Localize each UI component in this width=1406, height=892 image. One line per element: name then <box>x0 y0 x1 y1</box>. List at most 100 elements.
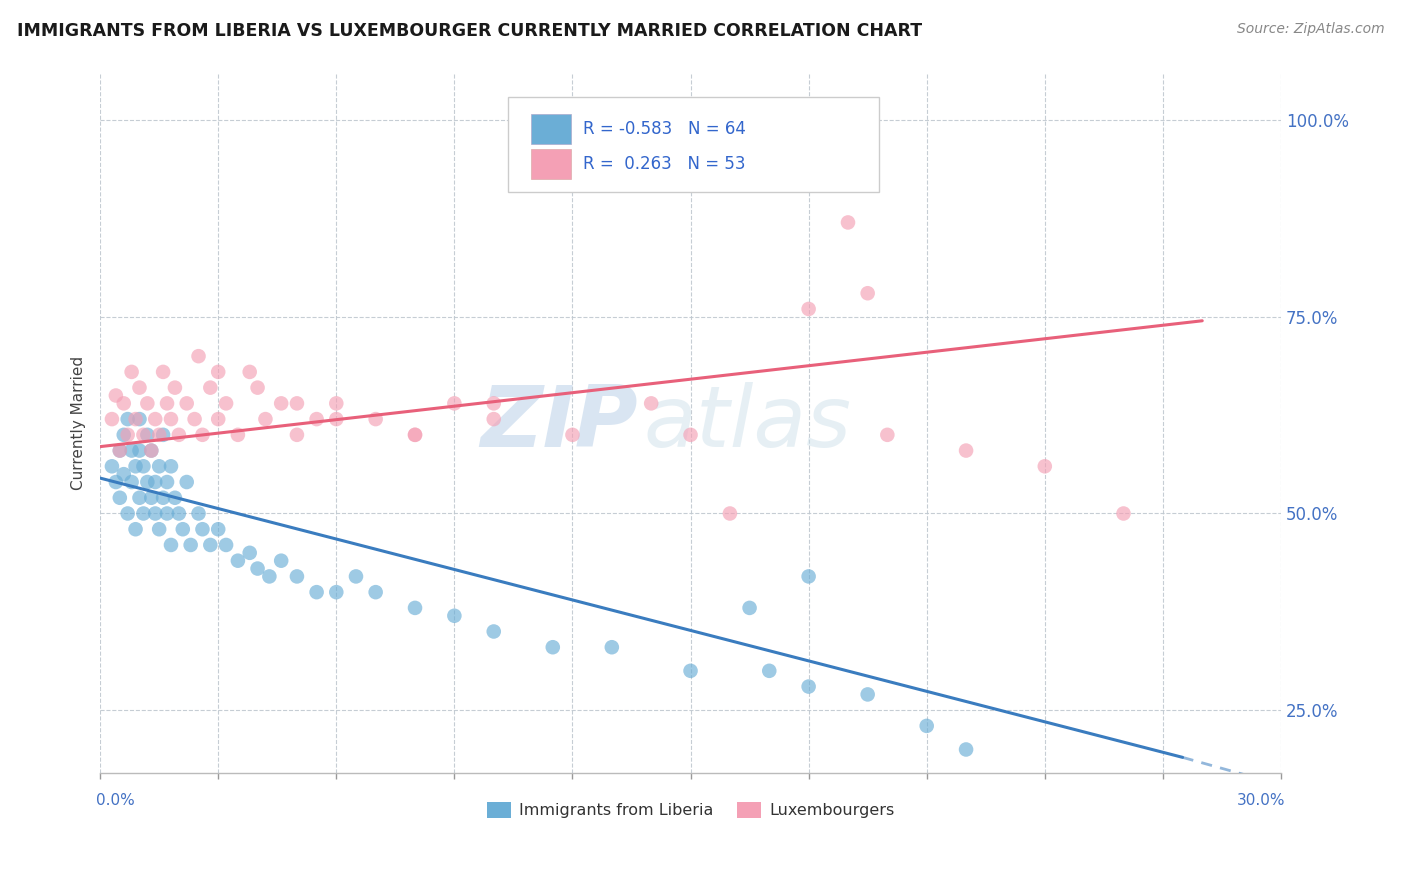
Text: 30.0%: 30.0% <box>1236 793 1285 808</box>
Point <box>152 365 174 379</box>
Point <box>200 538 222 552</box>
Point <box>443 396 465 410</box>
Point <box>117 412 139 426</box>
Point <box>141 491 163 505</box>
Point <box>404 600 426 615</box>
Text: R = -0.583   N = 64: R = -0.583 N = 64 <box>583 120 747 138</box>
Point <box>1112 507 1135 521</box>
Point <box>226 554 249 568</box>
Point <box>136 396 159 410</box>
Point <box>183 412 205 426</box>
Point <box>364 585 387 599</box>
Point <box>270 396 292 410</box>
Point <box>148 427 170 442</box>
Point <box>285 569 308 583</box>
Point <box>207 412 229 426</box>
Point <box>160 412 183 426</box>
Point <box>160 459 183 474</box>
Point <box>117 427 139 442</box>
Point <box>207 365 229 379</box>
Point <box>136 475 159 489</box>
Point <box>561 427 583 442</box>
Point <box>143 412 166 426</box>
Point <box>124 522 146 536</box>
Point <box>143 507 166 521</box>
Text: R =  0.263   N = 53: R = 0.263 N = 53 <box>583 155 745 173</box>
Point <box>325 396 347 410</box>
Point <box>305 412 328 426</box>
Point <box>108 443 131 458</box>
Point <box>325 412 347 426</box>
FancyBboxPatch shape <box>508 97 880 192</box>
Point <box>136 427 159 442</box>
Text: atlas: atlas <box>644 382 851 465</box>
Point <box>101 459 124 474</box>
Point <box>200 381 222 395</box>
Point <box>124 459 146 474</box>
Point <box>152 491 174 505</box>
Point <box>797 569 820 583</box>
Point <box>215 396 238 410</box>
Point <box>108 491 131 505</box>
Point <box>124 412 146 426</box>
Point <box>112 467 135 482</box>
FancyBboxPatch shape <box>531 149 571 179</box>
Point <box>738 600 761 615</box>
Point <box>156 475 179 489</box>
Point <box>758 664 780 678</box>
FancyBboxPatch shape <box>531 113 571 145</box>
Point <box>1033 459 1056 474</box>
Text: ZIP: ZIP <box>479 382 637 465</box>
Text: 0.0%: 0.0% <box>96 793 135 808</box>
Point <box>364 412 387 426</box>
Text: IMMIGRANTS FROM LIBERIA VS LUXEMBOURGER CURRENTLY MARRIED CORRELATION CHART: IMMIGRANTS FROM LIBERIA VS LUXEMBOURGER … <box>17 22 922 40</box>
Point <box>167 507 190 521</box>
Point <box>482 624 505 639</box>
Point <box>239 546 262 560</box>
Point <box>404 427 426 442</box>
Point <box>207 522 229 536</box>
Point <box>443 608 465 623</box>
Point <box>404 427 426 442</box>
Point <box>679 427 702 442</box>
Point <box>143 475 166 489</box>
Point <box>187 507 209 521</box>
Point <box>246 381 269 395</box>
Point <box>239 365 262 379</box>
Point <box>163 381 186 395</box>
Point <box>128 381 150 395</box>
Point <box>176 396 198 410</box>
Point <box>305 585 328 599</box>
Point <box>132 459 155 474</box>
Point <box>108 443 131 458</box>
Point <box>163 491 186 505</box>
Point <box>141 443 163 458</box>
Point <box>246 561 269 575</box>
Point <box>640 396 662 410</box>
Point <box>270 554 292 568</box>
Point <box>176 475 198 489</box>
Point <box>117 507 139 521</box>
Point <box>121 475 143 489</box>
Point <box>325 585 347 599</box>
Point <box>285 427 308 442</box>
Point <box>679 664 702 678</box>
Point <box>128 491 150 505</box>
Point <box>191 427 214 442</box>
Point <box>121 443 143 458</box>
Y-axis label: Currently Married: Currently Married <box>72 356 86 490</box>
Point <box>104 475 127 489</box>
Point <box>856 687 879 701</box>
Point <box>285 396 308 410</box>
Text: Source: ZipAtlas.com: Source: ZipAtlas.com <box>1237 22 1385 37</box>
Point <box>955 443 977 458</box>
Legend: Immigrants from Liberia, Luxembourgers: Immigrants from Liberia, Luxembourgers <box>481 796 901 824</box>
Point <box>132 427 155 442</box>
Point <box>482 396 505 410</box>
Point <box>541 640 564 655</box>
Point <box>254 412 277 426</box>
Point <box>156 507 179 521</box>
Point <box>112 427 135 442</box>
Point <box>152 427 174 442</box>
Point <box>128 443 150 458</box>
